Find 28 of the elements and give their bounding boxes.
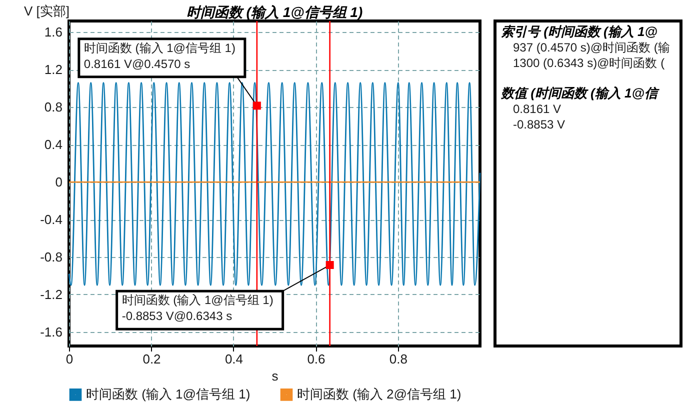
chart-title: 时间函数 (输入 1@信号组 1) [186,4,363,20]
y-tick-label: 0.4 [44,137,62,152]
y-axis-title: V [实部] [24,4,70,18]
y-tick-label: -1.6 [40,324,62,340]
y-tick-label: 1.2 [44,62,62,78]
x-tick-label: 0.8 [389,352,408,366]
text: 数值 (时间函数 (输入 1@信 [500,86,660,100]
legend-label: 时间函数 (输入 1@信号组 1) [86,386,250,402]
annotation: 时间函数 (输入 1@信号组 1) -0.8853 V@0.6343 s [122,293,274,324]
text: 索引号 (时间函数 (输入 1@ [501,24,658,39]
annotation: 时间函数 (输入 1@信号组 1) 0.8161 V@0.4570 s [84,40,236,71]
y-tick-label: -0.4 [40,212,62,228]
text: -0.8853 V [513,118,566,132]
text: 0.8161 V [513,102,562,116]
text: 937 (0.4570 s)@时间函数 (输 [513,40,670,54]
y-tick-label: -1.2 [40,286,62,302]
y-tick-label: 0.8 [44,100,62,115]
x-axis-title: s [272,368,279,384]
line-series [68,82,481,286]
y-tick-label: 0 [55,174,62,190]
y-tick-label: 1.6 [44,24,62,40]
legend-label: 时间函数 (输入 2@信号组 1) [297,386,462,402]
x-tick-label: 0.6 [307,352,326,366]
text: 1300 (0.6343 s)@时间函数 ( [513,56,665,70]
x-tick-label: 0.2 [142,352,161,366]
x-tick-label: 0.4 [224,352,244,366]
y-tick-label: -0.8 [40,250,62,265]
x-tick-label: 0 [66,352,74,366]
